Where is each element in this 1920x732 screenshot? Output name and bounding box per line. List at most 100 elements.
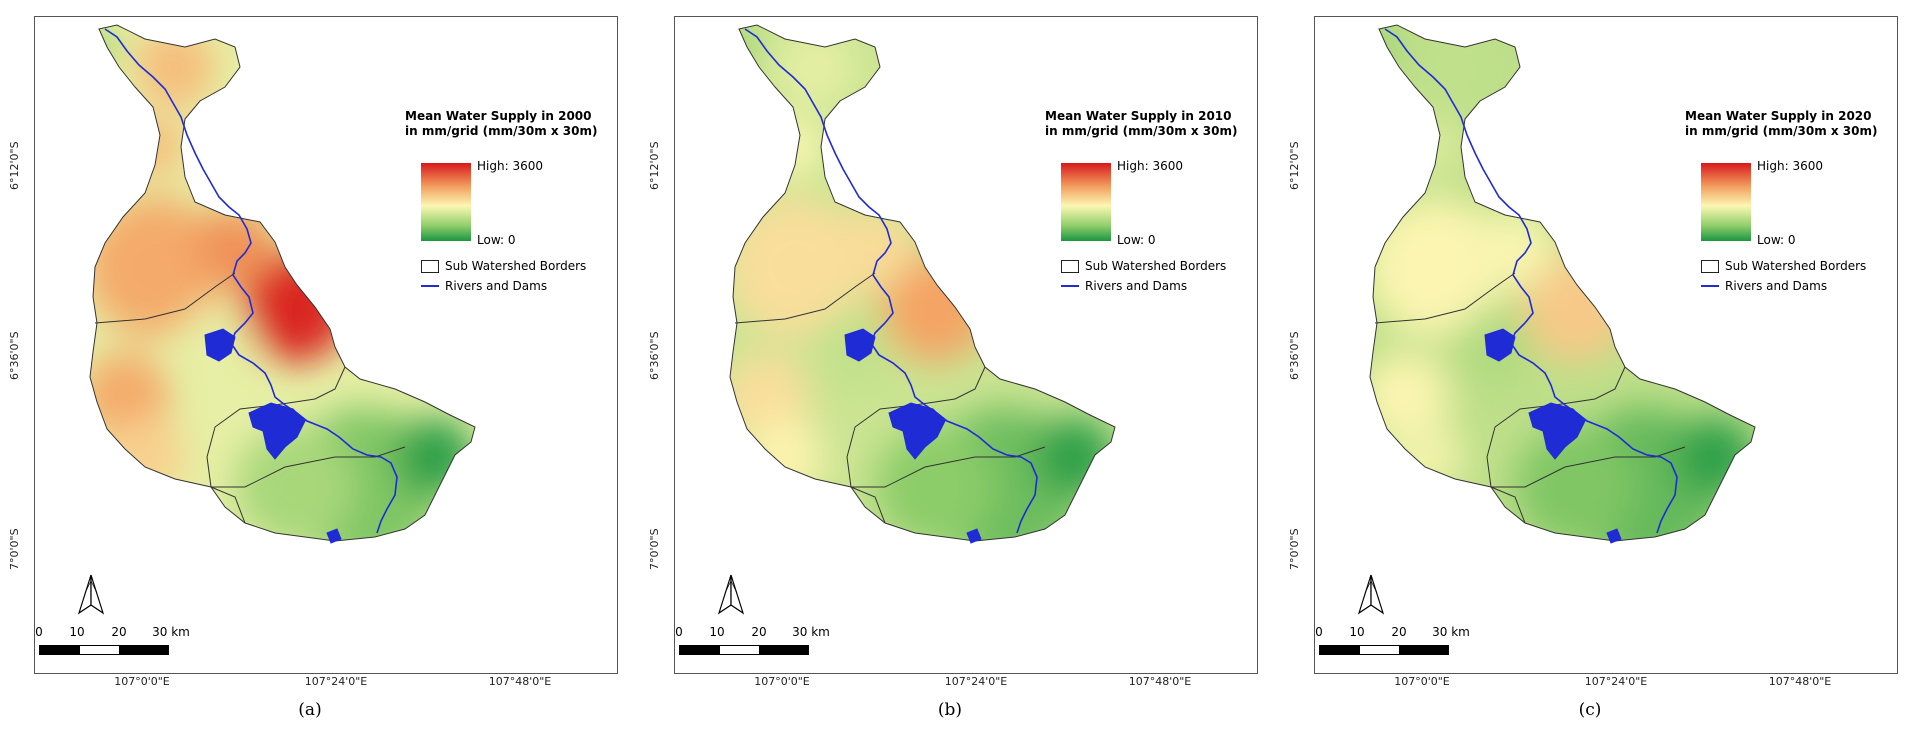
color-ramp <box>421 163 471 241</box>
watershed-outline <box>729 24 1116 542</box>
scale-segment-2 <box>1359 645 1401 655</box>
scale-segment-2 <box>719 645 761 655</box>
legend-rivers: Rivers and Dams <box>421 279 547 293</box>
sub-watershed-border <box>210 486 246 524</box>
sub-watershed-border <box>211 446 406 488</box>
lon-label-3: 107°48'0"E <box>1768 675 1832 688</box>
sub-watershed-border <box>1374 272 1516 324</box>
scale-label-10: 10 <box>1349 625 1365 639</box>
sub-watershed-border <box>851 446 1046 488</box>
lon-label-1: 107°0'0"E <box>754 675 810 688</box>
river-swatch <box>1061 285 1079 287</box>
water-supply-raster <box>90 25 475 541</box>
sub-watershed-border <box>734 272 876 324</box>
river-line <box>1384 28 1678 534</box>
map-frame: Mean Water Supply in 2010 in mm/grid (mm… <box>674 16 1258 674</box>
scale-label-0: 0 <box>1315 625 1323 639</box>
legend-title-line1: Mean Water Supply in 2010 <box>1045 109 1232 123</box>
legend-rivers-label: Rivers and Dams <box>1725 279 1828 293</box>
legend-title-line1: Mean Water Supply in 2020 <box>1685 109 1872 123</box>
lat-label-3: 7°0'0"S <box>1288 528 1301 570</box>
dam-reservoir <box>1484 328 1516 362</box>
lat-label-3: 7°0'0"S <box>648 528 661 570</box>
dam-reservoir <box>248 402 306 460</box>
map-legend: Mean Water Supply in 2000 in mm/grid (mm… <box>405 109 615 293</box>
lon-label-3: 107°48'0"E <box>488 675 552 688</box>
legend-borders-label: Sub Watershed Borders <box>1085 259 1227 273</box>
legend-title-line2: in mm/grid (mm/30m x 30m) <box>405 124 598 138</box>
scale-label-10: 10 <box>69 625 85 639</box>
scale-label-20: 20 <box>1391 625 1407 639</box>
scale-label-0: 0 <box>35 625 43 639</box>
lat-label-1: 6°12'0"S <box>1288 141 1301 190</box>
water-supply-raster <box>730 25 1115 541</box>
scale-segment-3 <box>1399 645 1449 655</box>
legend-borders: Sub Watershed Borders <box>421 259 586 273</box>
dam-reservoir <box>204 328 236 362</box>
river-line <box>744 28 1038 534</box>
lat-label-3: 7°0'0"S <box>8 528 21 570</box>
legend-borders-label: Sub Watershed Borders <box>1725 259 1867 273</box>
watershed-map <box>729 24 1116 544</box>
dam-reservoir <box>1606 528 1622 544</box>
legend-borders: Sub Watershed Borders <box>1061 259 1226 273</box>
map-panel-c: Mean Water Supply in 2020 in mm/grid (mm… <box>1280 0 1900 732</box>
dam-reservoir <box>1528 402 1586 460</box>
lon-label-1: 107°0'0"E <box>1394 675 1450 688</box>
lat-label-1: 6°12'0"S <box>648 141 661 190</box>
map-legend: Mean Water Supply in 2020 in mm/grid (mm… <box>1685 109 1895 293</box>
north-arrow-icon <box>1357 574 1385 615</box>
scale-segment-3 <box>759 645 809 655</box>
lon-label-2: 107°24'0"E <box>1584 675 1648 688</box>
scale-bar: 0 10 20 30 km <box>1315 625 1515 665</box>
scale-segment-2 <box>79 645 121 655</box>
dam-reservoir <box>966 528 982 544</box>
legend-rivers-label: Rivers and Dams <box>1085 279 1188 293</box>
lat-label-2: 6°36'0"S <box>648 331 661 380</box>
water-supply-raster <box>1370 25 1755 541</box>
river-swatch <box>1701 285 1719 287</box>
color-ramp <box>1701 163 1751 241</box>
ramp-low-label: Low: 0 <box>1757 233 1796 247</box>
panel-caption: (b) <box>937 700 963 720</box>
lat-label-2: 6°36'0"S <box>1288 331 1301 380</box>
sub-watershed-border <box>1486 366 1626 488</box>
border-swatch <box>1701 259 1719 273</box>
scale-segment-1 <box>1319 645 1361 655</box>
scale-segment-3 <box>119 645 169 655</box>
lon-label-2: 107°24'0"E <box>304 675 368 688</box>
river-swatch <box>421 285 439 287</box>
border-swatch <box>421 259 439 273</box>
scale-label-30: 30 km <box>152 625 190 639</box>
sub-watershed-border <box>850 486 886 524</box>
panel-caption: (a) <box>298 700 322 720</box>
legend-title-line1: Mean Water Supply in 2000 <box>405 109 592 123</box>
sub-watershed-border <box>206 366 346 488</box>
sub-watershed-border <box>94 272 236 324</box>
scale-label-10: 10 <box>709 625 725 639</box>
legend-title-line2: in mm/grid (mm/30m x 30m) <box>1685 124 1878 138</box>
map-panel-b: Mean Water Supply in 2010 in mm/grid (mm… <box>640 0 1260 732</box>
legend-rivers: Rivers and Dams <box>1701 279 1827 293</box>
border-swatch <box>1061 259 1079 273</box>
watershed-outline <box>1369 24 1756 542</box>
legend-borders: Sub Watershed Borders <box>1701 259 1866 273</box>
legend-rivers-label: Rivers and Dams <box>445 279 548 293</box>
map-legend: Mean Water Supply in 2010 in mm/grid (mm… <box>1045 109 1255 293</box>
map-frame: Mean Water Supply in 2000 in mm/grid (mm… <box>34 16 618 674</box>
sub-watershed-border <box>846 366 986 488</box>
scale-bar: 0 10 20 30 km <box>675 625 875 665</box>
map-frame: Mean Water Supply in 2020 in mm/grid (mm… <box>1314 16 1898 674</box>
color-ramp <box>1061 163 1111 241</box>
lon-label-1: 107°0'0"E <box>114 675 170 688</box>
ramp-low-label: Low: 0 <box>1117 233 1156 247</box>
scale-label-20: 20 <box>111 625 127 639</box>
dam-reservoir <box>888 402 946 460</box>
map-panel-a: Mean Water Supply in 2000 in mm/grid (mm… <box>0 0 620 732</box>
north-arrow-icon <box>77 574 105 615</box>
watershed-map <box>1369 24 1756 544</box>
scale-segment-1 <box>39 645 81 655</box>
ramp-high-label: High: 3600 <box>1117 159 1183 173</box>
sub-watershed-border <box>1490 486 1526 524</box>
scale-label-0: 0 <box>675 625 683 639</box>
